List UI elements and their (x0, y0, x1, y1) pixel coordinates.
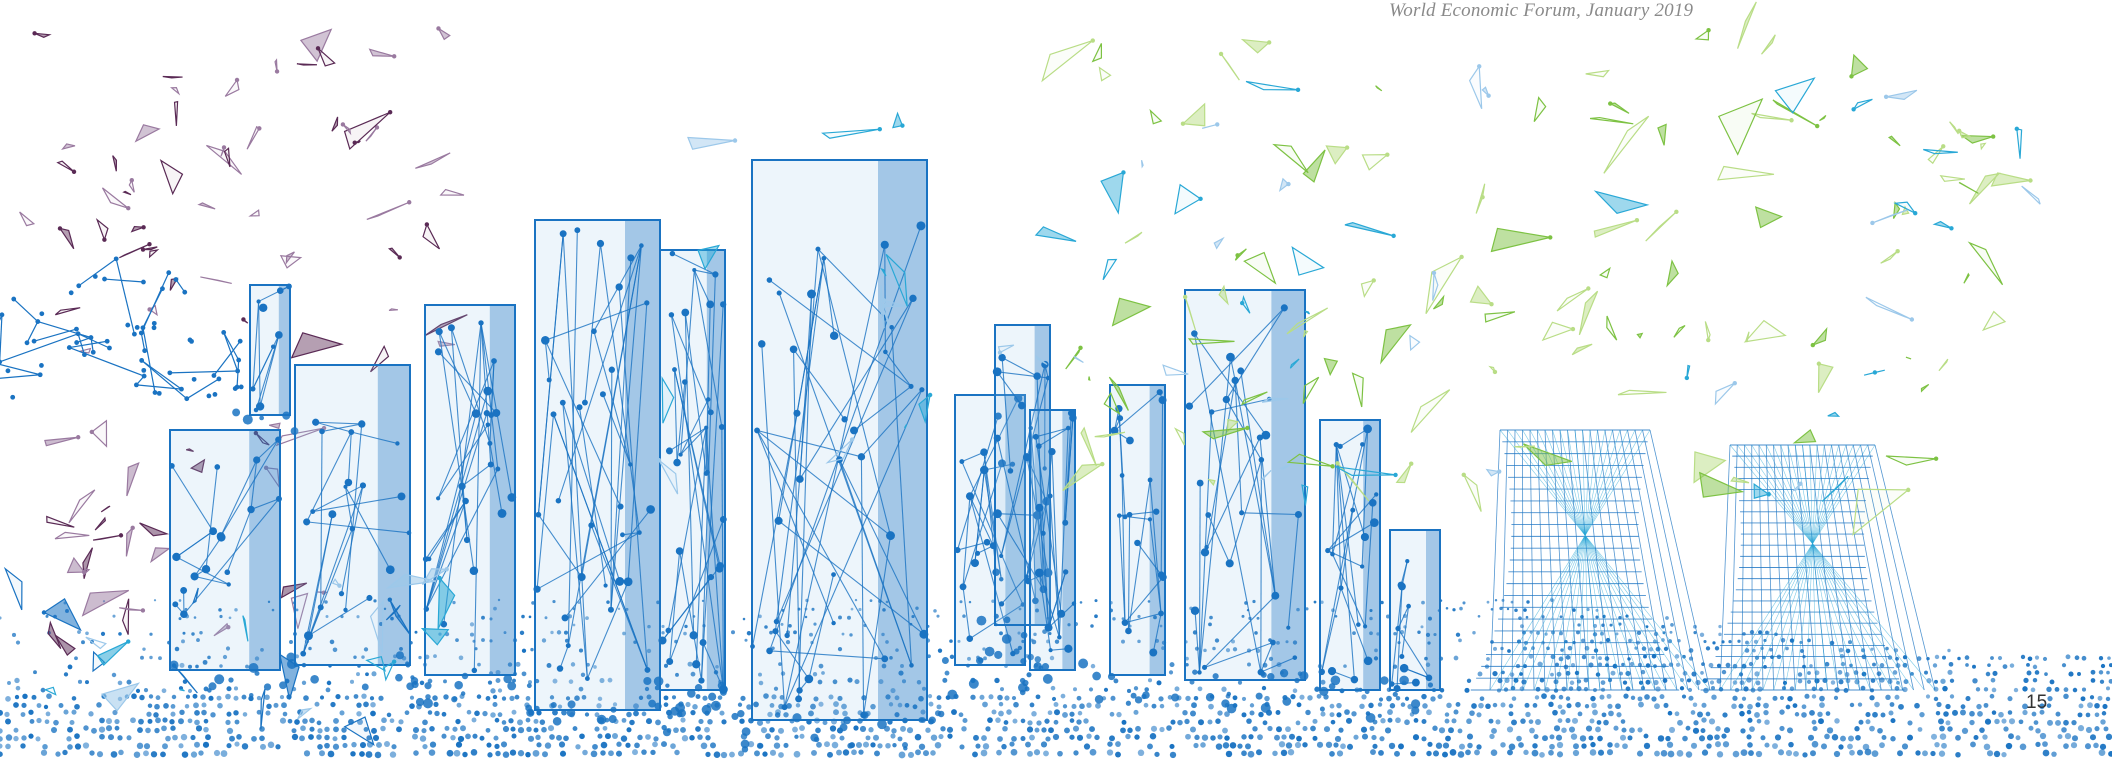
wireframe-towers (0, 159, 1441, 753)
tower (169, 429, 287, 698)
tower (976, 324, 1053, 659)
tower (1380, 529, 1441, 715)
tower (1092, 384, 1180, 706)
green-polygon-shards (1041, 1, 2033, 536)
tower (1018, 409, 1089, 693)
tower (1318, 419, 1396, 723)
tower (737, 159, 945, 753)
tower (941, 394, 1042, 700)
tower (525, 219, 673, 737)
tower (286, 364, 419, 691)
running-header: World Economic Forum, January 2019 (1389, 0, 1694, 21)
cooling-tower (1470, 429, 1711, 691)
cyan-polygon-shards (3, 64, 2041, 746)
tower (1184, 289, 1309, 714)
tower (411, 304, 532, 709)
dome (0, 256, 244, 402)
cooling-tower (1700, 444, 1936, 691)
tower (232, 283, 299, 435)
cooling-towers (1470, 429, 1936, 691)
purple-polygon-shards (19, 26, 468, 656)
page-number: 15 (2026, 692, 2048, 713)
